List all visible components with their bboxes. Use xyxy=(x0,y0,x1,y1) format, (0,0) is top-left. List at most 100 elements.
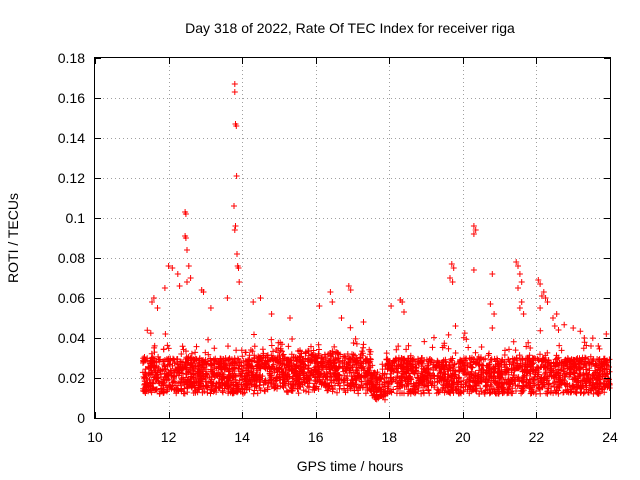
data-point xyxy=(359,350,366,357)
data-point xyxy=(550,315,556,321)
data-point xyxy=(226,377,232,384)
data-point xyxy=(151,349,158,356)
data-point xyxy=(488,366,495,373)
data-point xyxy=(527,362,534,369)
data-point xyxy=(552,371,559,378)
data-point xyxy=(567,366,574,373)
data-point xyxy=(561,321,568,328)
data-point xyxy=(327,370,334,377)
data-point xyxy=(543,375,550,382)
data-point xyxy=(537,327,544,334)
data-point xyxy=(251,352,258,359)
data-point xyxy=(501,376,507,383)
data-point xyxy=(495,390,502,397)
data-point xyxy=(420,375,427,382)
data-point xyxy=(507,376,514,383)
data-point xyxy=(518,299,525,305)
data-point xyxy=(163,388,170,395)
data-point xyxy=(390,376,397,383)
data-point xyxy=(154,305,161,311)
data-point xyxy=(535,369,542,376)
data-point xyxy=(474,355,481,362)
data-point xyxy=(513,259,520,265)
data-point xyxy=(520,387,526,393)
data-point xyxy=(573,367,580,374)
data-point xyxy=(447,364,454,371)
data-point xyxy=(242,349,249,356)
data-point xyxy=(591,363,598,370)
data-point xyxy=(171,373,178,380)
data-point xyxy=(535,277,542,283)
data-point xyxy=(322,381,329,388)
data-point xyxy=(425,360,432,367)
data-point xyxy=(147,360,154,367)
data-point xyxy=(488,357,495,363)
data-point xyxy=(161,357,168,363)
data-point xyxy=(357,354,364,361)
data-point xyxy=(178,351,185,357)
data-point xyxy=(229,366,236,373)
data-point xyxy=(285,367,292,374)
data-point xyxy=(499,357,506,364)
data-point xyxy=(331,377,338,383)
data-point xyxy=(387,366,394,373)
data-point xyxy=(207,355,214,362)
data-point xyxy=(501,352,508,358)
data-point xyxy=(333,356,339,363)
x-tick-label: 22 xyxy=(529,429,545,445)
data-point xyxy=(223,362,230,369)
data-point xyxy=(457,360,464,366)
data-point xyxy=(441,340,448,347)
data-point xyxy=(555,366,562,373)
data-point xyxy=(505,357,512,363)
data-point xyxy=(460,334,467,341)
y-tick-label: 0.08 xyxy=(58,250,85,266)
data-point xyxy=(324,358,330,365)
data-point xyxy=(350,351,357,358)
y-tick-label: 0.06 xyxy=(58,290,85,306)
data-point xyxy=(555,390,562,397)
data-point xyxy=(247,362,254,369)
data-point xyxy=(267,356,274,363)
data-point xyxy=(505,387,512,394)
data-point xyxy=(528,386,535,393)
plot-frame xyxy=(94,57,611,419)
data-point xyxy=(566,382,573,389)
data-point xyxy=(316,303,323,309)
data-point xyxy=(401,366,408,373)
data-point xyxy=(311,387,318,394)
data-point xyxy=(326,366,333,373)
data-point xyxy=(472,349,479,356)
data-point xyxy=(552,362,559,369)
data-point xyxy=(449,279,456,285)
data-point xyxy=(376,393,383,400)
data-point xyxy=(342,389,349,396)
data-point xyxy=(372,395,379,402)
data-point xyxy=(585,356,591,363)
data-point xyxy=(516,364,523,371)
data-point xyxy=(295,390,302,397)
data-point xyxy=(168,385,175,392)
data-point xyxy=(146,364,152,371)
data-point xyxy=(530,380,537,387)
data-point xyxy=(178,376,185,383)
data-point xyxy=(162,331,169,337)
data-point xyxy=(173,366,180,373)
data-point xyxy=(336,385,343,392)
data-point xyxy=(360,367,367,374)
data-point xyxy=(468,368,475,375)
data-point xyxy=(250,390,257,397)
data-point xyxy=(325,359,332,366)
data-point xyxy=(484,369,491,376)
data-point xyxy=(515,263,521,269)
data-point xyxy=(570,325,577,331)
data-point xyxy=(581,335,588,341)
data-point xyxy=(490,377,497,384)
data-point xyxy=(300,387,307,394)
data-point xyxy=(205,351,212,358)
data-point xyxy=(235,356,242,363)
data-point xyxy=(311,366,317,373)
data-point xyxy=(574,355,581,362)
data-point xyxy=(257,365,264,372)
data-point xyxy=(244,367,251,374)
